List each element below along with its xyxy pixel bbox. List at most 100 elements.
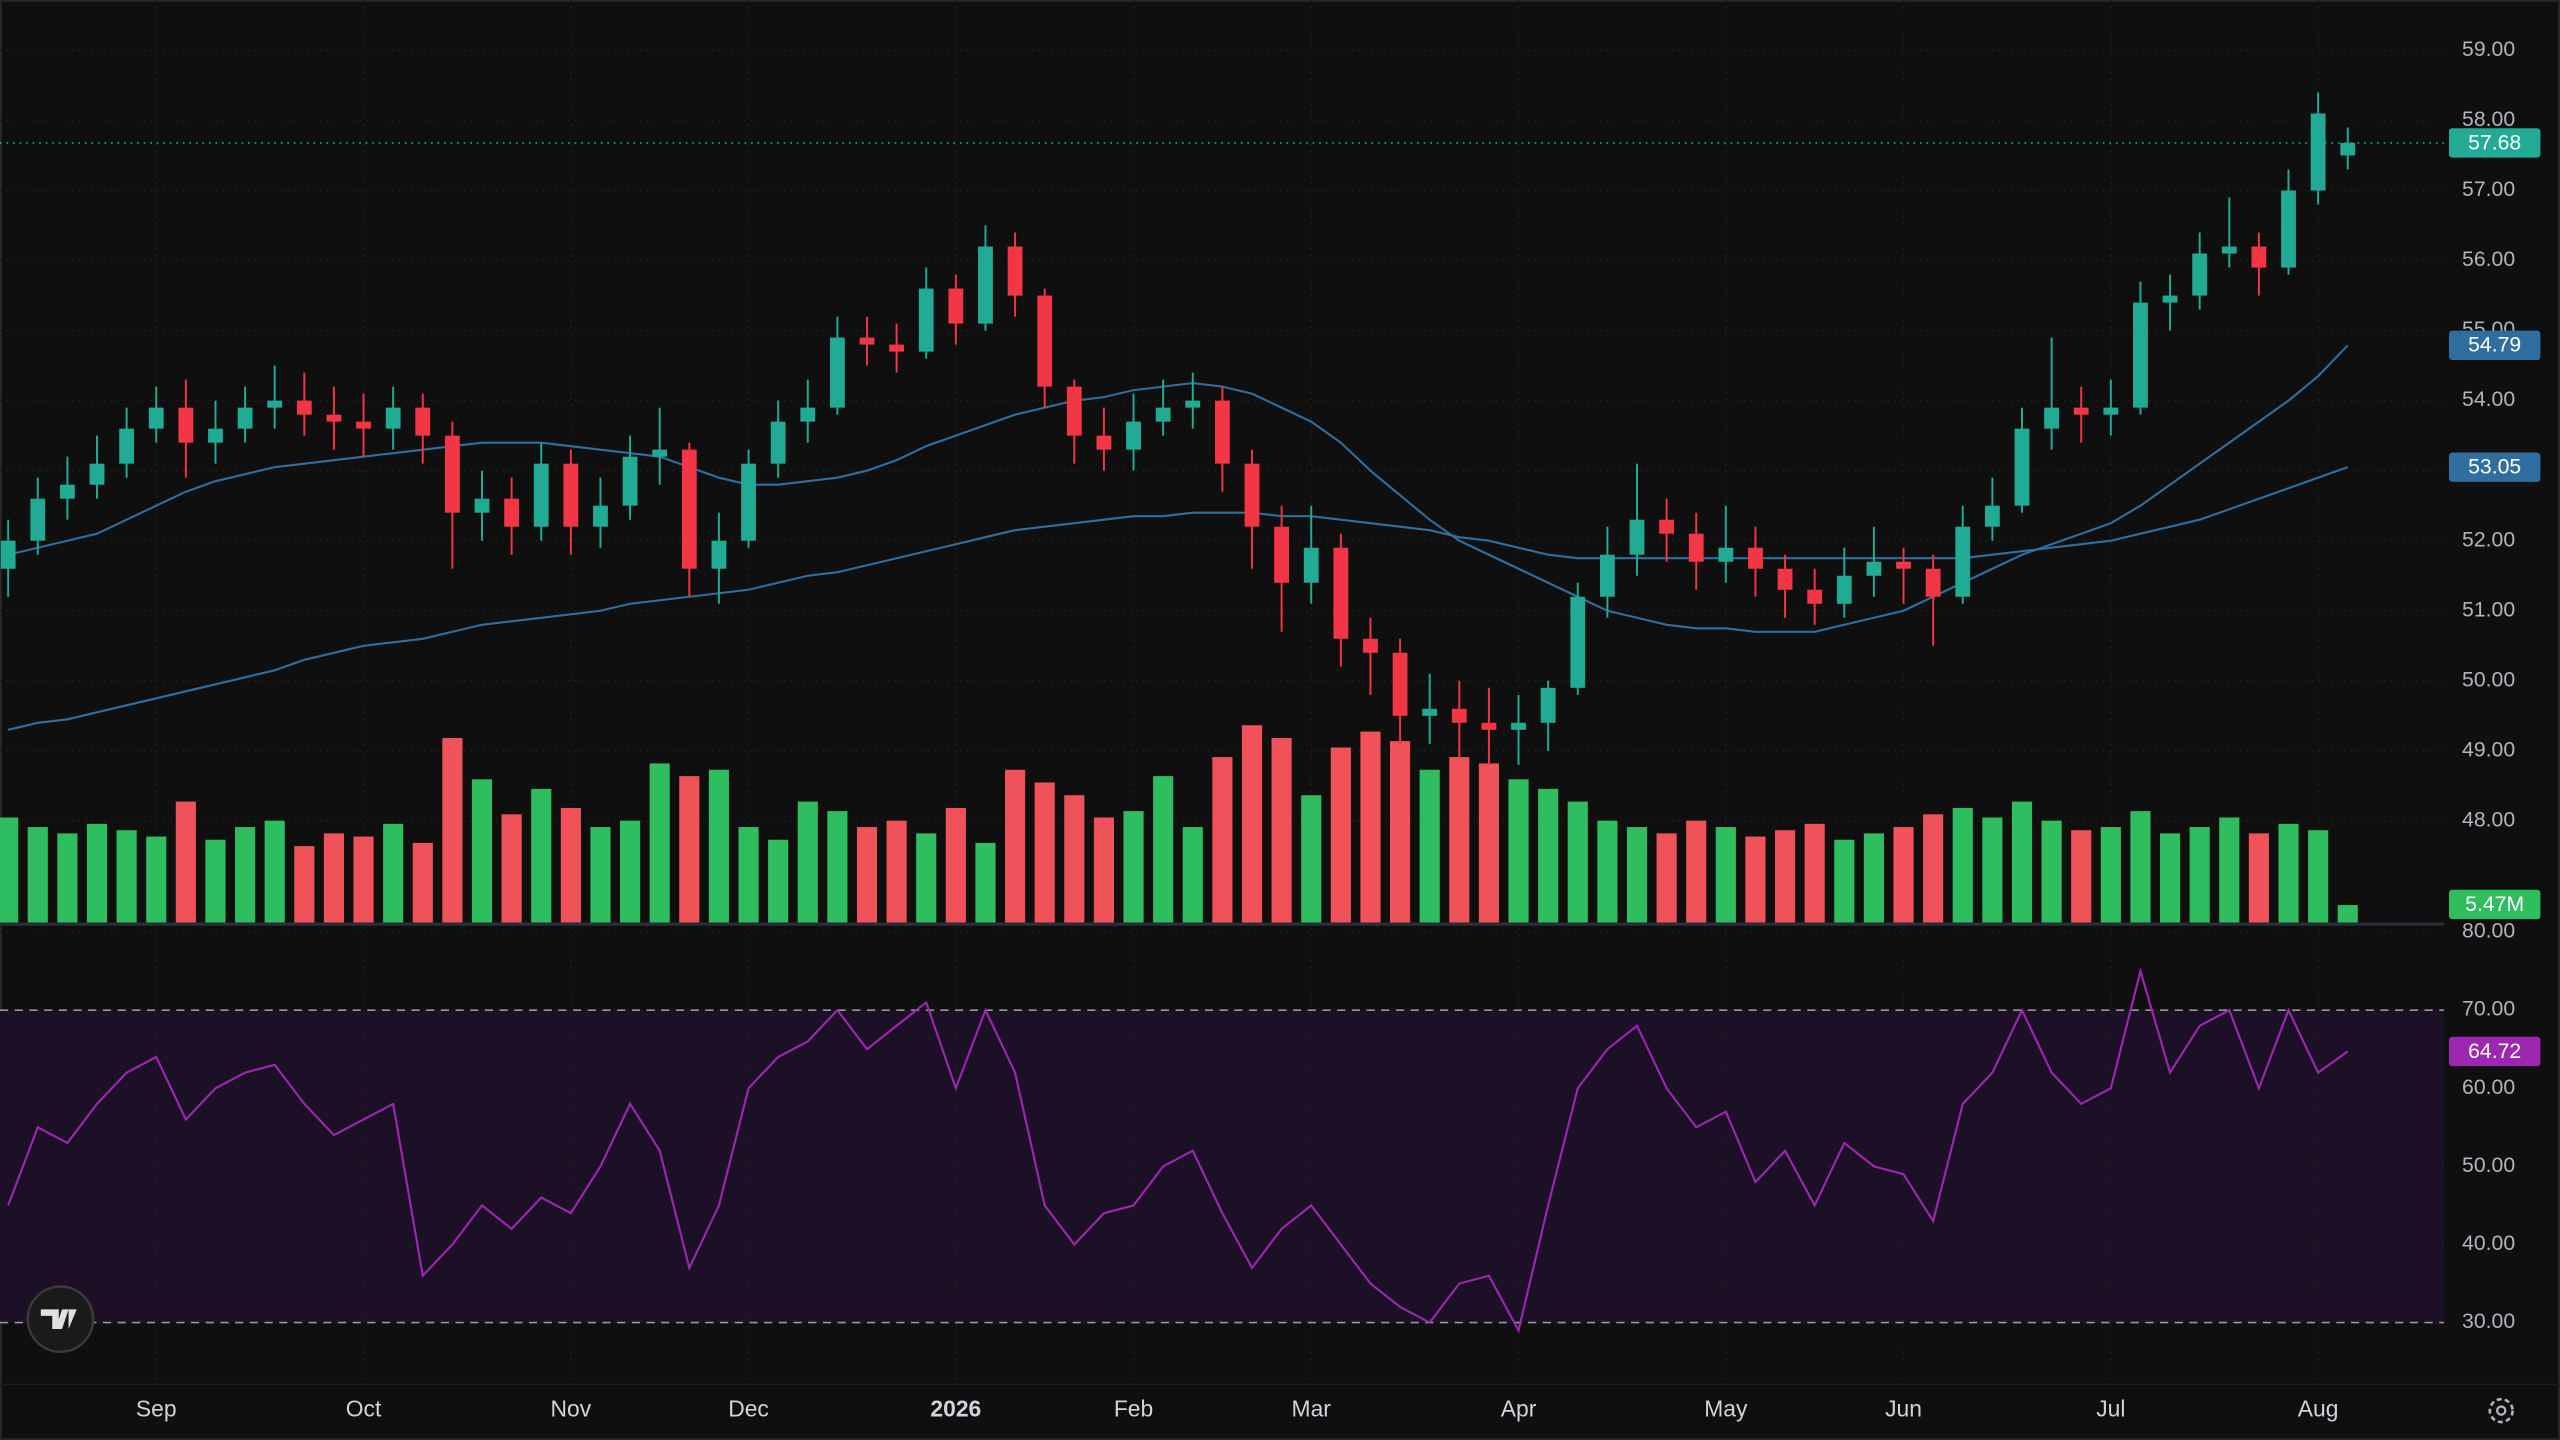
y-tick-label: 49.00 [2462, 738, 2515, 761]
candle-body [1629, 519, 1645, 555]
last-price-label: 57.68 [2468, 131, 2521, 154]
candle-body [1925, 568, 1941, 597]
gear-outer[interactable] [2488, 1397, 2514, 1424]
candle-body [30, 498, 46, 541]
candle-body [681, 449, 697, 569]
rsi-tick-label: 30.00 [2462, 1310, 2515, 1333]
volume-bar [1952, 807, 1973, 923]
moving-average-value-box [2448, 330, 2541, 360]
candle-body [2044, 407, 2060, 429]
candle-body [2103, 407, 2119, 415]
volume-bar [442, 737, 463, 923]
candle-body [800, 407, 816, 422]
candle-body [148, 407, 164, 429]
candle-body [889, 344, 905, 352]
volume-bar [1804, 823, 1825, 923]
candle-body [2133, 302, 2148, 408]
tradingview-logo[interactable] [26, 1285, 95, 1354]
candle-body [563, 463, 579, 527]
volume-bar [235, 827, 256, 923]
volume-bar [1005, 769, 1026, 923]
volume-bar [175, 801, 196, 923]
candle-body [1570, 596, 1586, 688]
candle-body [1777, 568, 1793, 590]
candle-body [652, 449, 668, 457]
gear-inner[interactable] [2496, 1405, 2507, 1416]
volume-bar [560, 807, 581, 923]
candle-body [1481, 722, 1497, 730]
volume-bar [412, 842, 433, 923]
volume-bar [2130, 811, 2151, 923]
candle-body [2310, 113, 2326, 191]
candle-body [267, 400, 283, 408]
volume-bar [1241, 725, 1263, 923]
volume-bar [1301, 795, 1322, 923]
candle-body [1244, 463, 1260, 527]
volume-bar [1508, 779, 1529, 923]
candle-body [2192, 253, 2208, 296]
logo-mark[interactable] [40, 1309, 77, 1329]
candle-body [2162, 295, 2178, 303]
volume-bar [2248, 833, 2269, 923]
candle-body [1718, 547, 1734, 562]
candle-body [1540, 687, 1556, 723]
volume-bar [1626, 827, 1648, 923]
volume-bar [797, 801, 818, 923]
y-tick-label: 56.00 [2462, 248, 2515, 271]
candle-body [504, 498, 520, 527]
volume-bar [856, 827, 878, 923]
rsi-tick-label: 80.00 [2462, 920, 2515, 943]
volume-bar [1360, 731, 1381, 923]
volume-bar [916, 833, 937, 923]
candle-body [1155, 407, 1171, 422]
candle-body [1422, 708, 1438, 716]
candle-body [1037, 295, 1053, 387]
candle-body [1955, 526, 1971, 597]
candle-body [829, 337, 845, 408]
x-tick-label: Sep [136, 1396, 177, 1422]
moving-average-value: 53.05 [2468, 456, 2521, 479]
candle-body [89, 463, 105, 485]
volume-bar [2159, 833, 2181, 923]
volume-bar [649, 763, 670, 923]
candle-body [296, 400, 312, 415]
volume-bar [1745, 836, 1766, 923]
settings-button[interactable] [2488, 1397, 2514, 1424]
candle-body [1185, 400, 1201, 408]
candle-body [1333, 547, 1349, 639]
volume-bar [768, 839, 789, 923]
candle-body [1659, 519, 1675, 534]
volume-bar [945, 807, 966, 923]
volume-bar [383, 823, 404, 923]
candle-body [208, 428, 223, 443]
volume-bar [1212, 757, 1233, 923]
volume-bar [0, 817, 19, 923]
y-tick-label: 50.00 [2462, 668, 2515, 691]
candle-body [326, 414, 342, 422]
rsi-tick-label: 50.00 [2462, 1154, 2515, 1177]
candle-body [1511, 722, 1526, 730]
volume-bar [2071, 830, 2092, 923]
volume-bar [1863, 833, 1884, 923]
candle-body [1392, 652, 1408, 716]
candle-body [1214, 400, 1230, 464]
volume-bar [1893, 827, 1914, 923]
volume-bar [2308, 830, 2329, 923]
volume-bar [323, 833, 344, 923]
volume-bar [146, 836, 167, 923]
candle-body [1836, 575, 1852, 604]
volume-bar [1982, 817, 2003, 923]
candle-body [978, 246, 993, 324]
candle-body [2073, 407, 2089, 415]
candle-body [593, 505, 608, 527]
y-tick-label: 57.00 [2462, 178, 2515, 201]
volume-bar [294, 846, 315, 923]
candle-body [1984, 505, 2000, 527]
volume-bar [1715, 827, 1736, 923]
volume-bar [590, 827, 611, 923]
candle-body [1748, 547, 1763, 569]
volume-bar [975, 842, 996, 923]
volume-bar [1567, 801, 1588, 923]
